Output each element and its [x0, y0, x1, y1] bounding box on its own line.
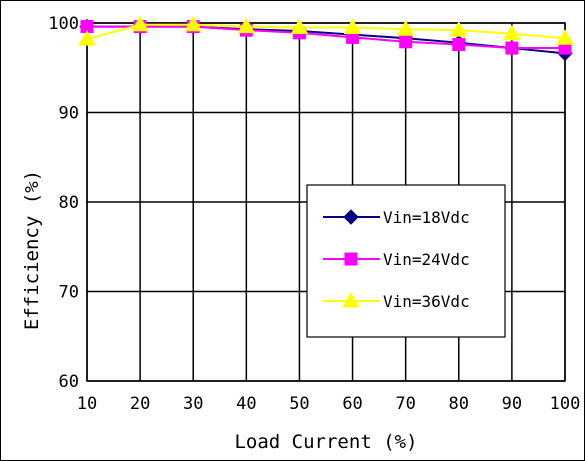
series-3	[78, 15, 574, 46]
legend-marker	[344, 252, 358, 266]
data-point	[452, 37, 466, 51]
x-tick-label: 80	[449, 394, 469, 414]
series-group	[78, 15, 574, 62]
y-tick-label: 60	[59, 372, 79, 392]
legend-label: Vin=18Vdc	[383, 208, 470, 227]
series-line	[87, 25, 565, 50]
data-point	[78, 30, 96, 46]
x-axis-label: Load Current (%)	[234, 431, 417, 453]
y-tick-label: 100	[48, 14, 79, 34]
legend-entry: Vin=24Vdc	[323, 250, 470, 269]
data-point	[290, 18, 309, 34]
legend-marker	[342, 291, 360, 308]
y-tick-label: 90	[59, 104, 79, 124]
data-point	[131, 15, 149, 32]
plot-area	[86, 22, 566, 382]
y-tick-label: 80	[59, 193, 79, 213]
legend-box	[306, 184, 506, 338]
x-tick-label: 90	[502, 394, 522, 414]
x-tick-label: 50	[289, 394, 309, 414]
legend: Vin=18Vdc Vin=24Vdc Vin=36Vdc	[306, 184, 506, 338]
x-tick-label: 40	[236, 394, 256, 414]
x-tick-label: 100	[550, 394, 581, 414]
x-tick-label: 30	[183, 394, 203, 414]
x-tick-label: 70	[395, 394, 415, 414]
data-point	[237, 17, 256, 34]
x-tick-label: 60	[342, 394, 362, 414]
y-tick-label: 70	[59, 283, 79, 303]
legend-marker	[343, 209, 359, 225]
data-point	[396, 20, 415, 36]
data-point	[343, 18, 362, 34]
legend-label: Vin=24Vdc	[383, 250, 470, 269]
data-point	[184, 15, 203, 32]
x-tick-labels: 10 20 30 40 50 60 70 80 90 100	[77, 394, 581, 414]
data-point	[556, 29, 574, 45]
y-axis-label: Efficiency (%)	[21, 170, 43, 330]
data-point	[505, 41, 519, 55]
series-line	[86, 23, 566, 41]
data-point	[503, 24, 521, 41]
y-tick-labels: 60 70 80 90 100	[48, 14, 79, 392]
x-tick-label: 20	[130, 394, 150, 414]
legend-label: Vin=36Vdc	[383, 292, 470, 311]
legend-entry: Vin=18Vdc	[323, 208, 470, 227]
data-point	[399, 35, 413, 49]
x-tick-label: 10	[77, 394, 97, 414]
legend-entry: Vin=36Vdc	[323, 291, 470, 311]
data-point	[449, 21, 468, 37]
